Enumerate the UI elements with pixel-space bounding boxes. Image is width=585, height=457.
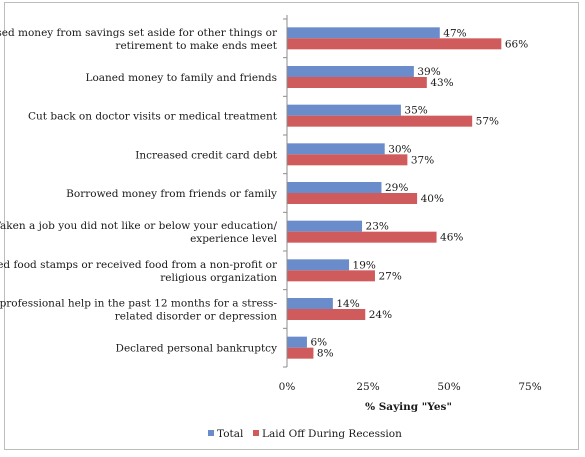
data-label: 23% xyxy=(366,221,389,233)
data-label: 43% xyxy=(430,77,453,89)
bar-laid-off xyxy=(287,154,408,166)
bar-total xyxy=(287,27,440,39)
data-label: 30% xyxy=(388,143,411,155)
category-label: Sought professional help in the past 12 … xyxy=(0,298,277,323)
category-label: Used food stamps or received food from a… xyxy=(0,259,278,284)
bar-laid-off xyxy=(287,270,375,282)
data-label: 66% xyxy=(505,38,528,50)
legend-swatch xyxy=(208,430,214,436)
data-label: 24% xyxy=(369,309,392,321)
bar-laid-off xyxy=(287,309,366,320)
data-label: 29% xyxy=(385,182,408,194)
bar-laid-off xyxy=(287,193,418,204)
x-tick-label: 75% xyxy=(518,381,541,393)
bar-total xyxy=(287,298,333,309)
bar-total xyxy=(287,336,307,348)
data-label: 19% xyxy=(353,259,376,271)
legend-label: Laid Off During Recession xyxy=(262,428,402,440)
data-label: 39% xyxy=(417,66,440,78)
bar-total xyxy=(287,220,363,232)
bar-total xyxy=(287,104,401,116)
data-label: 46% xyxy=(440,232,463,244)
legend-label: Total xyxy=(217,428,244,440)
data-label: 40% xyxy=(421,193,444,205)
bar-laid-off xyxy=(287,231,437,243)
category-label: Used money from savings set aside for ot… xyxy=(0,27,278,52)
data-label: 6% xyxy=(310,337,327,349)
category-label: Declared personal bankruptcy xyxy=(116,343,278,355)
data-label: 14% xyxy=(336,298,359,310)
bar-laid-off xyxy=(287,115,473,127)
category-label: Borrowed money from friends or family xyxy=(66,188,277,200)
bar-total xyxy=(287,259,350,271)
data-label: 8% xyxy=(317,348,334,360)
bar-total xyxy=(287,66,414,77)
category-label: Loaned money to family and friends xyxy=(85,72,277,84)
category-label: Cut back on doctor visits or medical tre… xyxy=(28,111,278,123)
bar-total xyxy=(287,182,382,193)
bar-laid-off xyxy=(287,77,427,88)
x-tick-label: 25% xyxy=(356,381,379,393)
x-axis-label: % Saying "Yes" xyxy=(365,401,452,413)
x-tick-label: 0% xyxy=(279,381,296,393)
data-label: 47% xyxy=(443,27,466,39)
category-label: Taken a job you did not like or below yo… xyxy=(0,220,278,245)
data-label: 35% xyxy=(404,105,427,117)
data-label: 37% xyxy=(411,154,434,166)
x-tick-label: 50% xyxy=(437,381,460,393)
category-label: Increased credit card debt xyxy=(135,149,278,161)
data-label: 27% xyxy=(378,270,401,282)
data-label: 57% xyxy=(476,116,499,128)
bar-laid-off xyxy=(287,38,502,50)
bar-laid-off xyxy=(287,347,314,359)
bar-total xyxy=(287,143,385,155)
legend-swatch xyxy=(253,430,259,436)
